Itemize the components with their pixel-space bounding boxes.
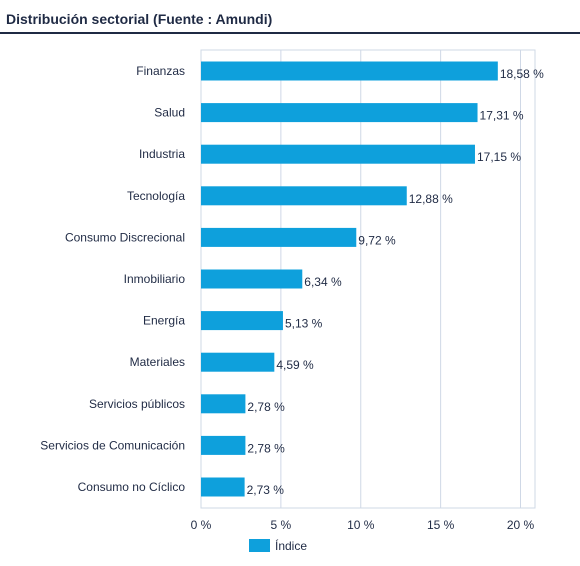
bar[interactable]	[201, 103, 478, 123]
category-label: Salud	[154, 106, 185, 120]
data-label: 2,78 %	[247, 441, 285, 455]
category-label: Finanzas	[136, 64, 185, 78]
bar[interactable]	[201, 311, 283, 331]
category-label: Tecnología	[127, 189, 185, 203]
data-label: 17,15 %	[477, 150, 521, 164]
x-tick-label: 20 %	[507, 518, 535, 532]
category-label: Consumo no Cíclico	[78, 480, 186, 494]
data-label: 4,59 %	[276, 358, 314, 372]
data-label: 9,72 %	[358, 233, 396, 247]
data-label: 17,31 %	[480, 109, 524, 123]
bar[interactable]	[201, 394, 246, 414]
bar[interactable]	[201, 269, 303, 289]
category-label: Materiales	[130, 355, 185, 369]
category-label: Industria	[139, 147, 185, 161]
bar[interactable]	[201, 435, 246, 455]
data-label: 12,88 %	[409, 192, 453, 206]
data-label: 5,13 %	[285, 317, 323, 331]
chart-title: Distribución sectorial (Fuente : Amundi)	[6, 11, 273, 27]
data-label: 2,78 %	[247, 400, 285, 414]
x-tick-label: 0 %	[191, 518, 212, 532]
category-label: Consumo Discrecional	[65, 230, 185, 244]
category-label: Servicios públicos	[89, 397, 185, 411]
bar[interactable]	[201, 227, 357, 247]
bar[interactable]	[201, 186, 407, 206]
bar[interactable]	[201, 477, 245, 497]
x-tick-label: 5 %	[271, 518, 292, 532]
data-label: 18,58 %	[500, 67, 544, 81]
x-tick-label: 15 %	[427, 518, 455, 532]
x-tick-label: 10 %	[347, 518, 375, 532]
data-label: 2,73 %	[247, 483, 285, 497]
category-label: Inmobiliario	[124, 272, 186, 286]
category-label: Energía	[143, 314, 185, 328]
bar[interactable]	[201, 352, 275, 372]
category-label: Servicios de Comunicación	[40, 438, 185, 452]
bar[interactable]	[201, 61, 498, 81]
legend-label: Índice	[275, 538, 307, 553]
bar[interactable]	[201, 144, 475, 164]
legend-swatch	[249, 539, 270, 552]
title-divider	[0, 32, 580, 34]
data-label: 6,34 %	[304, 275, 342, 289]
